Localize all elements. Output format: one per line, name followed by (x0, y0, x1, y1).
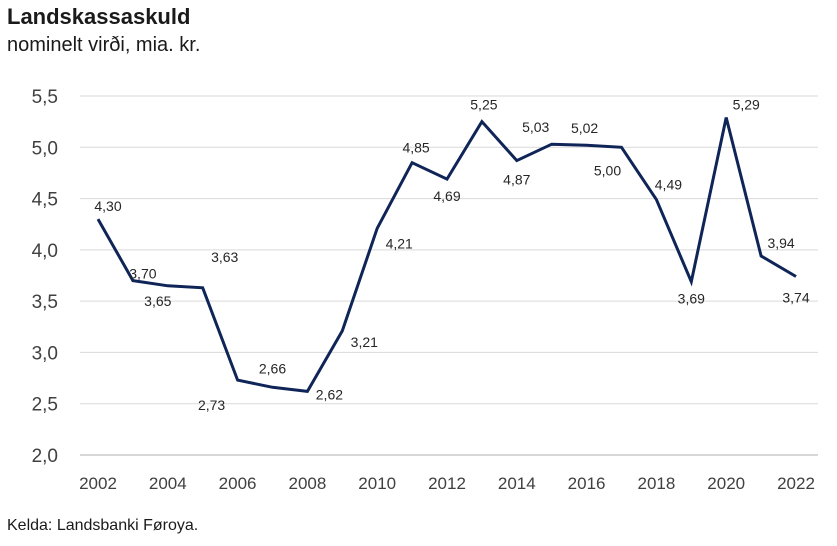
x-tick-label: 2018 (637, 474, 675, 493)
data-label: 5,02 (571, 120, 598, 136)
data-label: 3,63 (211, 249, 238, 265)
data-label: 3,69 (678, 291, 705, 307)
y-tick-label: 2,5 (32, 395, 58, 416)
x-tick-label: 2012 (428, 474, 466, 493)
data-label: 3,21 (351, 334, 378, 350)
chart-title: Landskassaskuld (7, 4, 191, 29)
chart-subtitle: nominelt virði, mia. kr. (7, 34, 201, 56)
x-tick-label: 2016 (568, 474, 606, 493)
y-tick-label: 4,0 (32, 241, 58, 262)
series-line (96, 117, 797, 394)
data-label: 5,00 (594, 162, 621, 178)
data-label: 3,70 (129, 266, 156, 282)
data-label: 4,69 (433, 188, 460, 204)
data-label: 4,85 (402, 140, 429, 156)
data-label: 4,87 (503, 172, 530, 188)
data-label: 3,94 (767, 235, 794, 251)
data-label: 3,74 (782, 290, 809, 306)
data-label: 5,29 (733, 97, 760, 113)
data-label: 2,73 (198, 397, 225, 413)
x-tick-label: 2014 (498, 474, 536, 493)
data-label: 4,21 (386, 235, 413, 251)
y-tick-label: 3,5 (32, 292, 58, 313)
data-label: 4,30 (94, 198, 121, 214)
y-tick-label: 2,0 (32, 446, 58, 467)
y-tick-label: 5,5 (32, 87, 58, 108)
data-label: 3,65 (144, 293, 171, 309)
data-label: 4,49 (655, 177, 682, 193)
chart-source: Kelda: Landsbanki Føroya. (7, 517, 199, 534)
x-tick-label: 2006 (219, 474, 257, 493)
x-tick-label: 2002 (79, 474, 117, 493)
data-label: 5,03 (522, 119, 549, 135)
y-tick-label: 3,0 (32, 343, 58, 364)
x-tick-label: 2010 (358, 474, 396, 493)
data-label: 2,66 (259, 360, 286, 376)
x-tick-label: 2022 (777, 474, 815, 493)
x-tick-label: 2008 (288, 474, 326, 493)
x-tick-label: 2004 (149, 474, 187, 493)
y-tick-label: 5,0 (32, 138, 58, 159)
y-tick-label: 4,5 (32, 190, 58, 211)
data-label: 2,62 (316, 386, 343, 402)
x-tick-label: 2020 (707, 474, 745, 493)
data-label: 5,25 (470, 97, 497, 113)
